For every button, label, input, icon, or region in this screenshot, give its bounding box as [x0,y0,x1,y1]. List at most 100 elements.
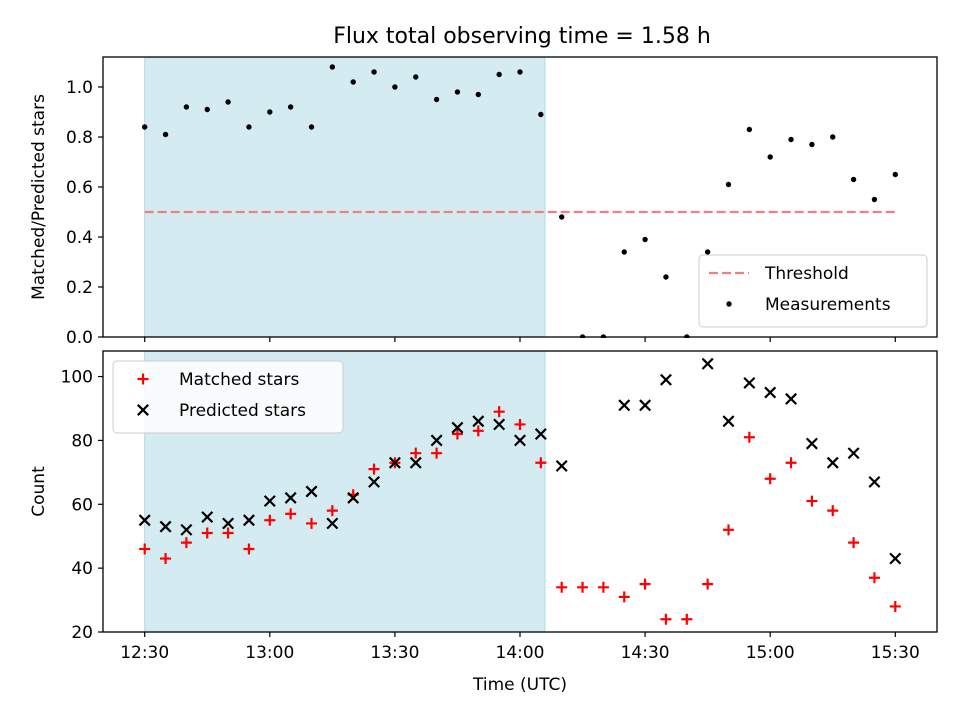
data-point [472,425,484,437]
y-tick-label: 0.6 [66,178,93,198]
data-point [368,475,381,488]
data-point [496,71,502,78]
data-point [785,457,797,469]
data-point [475,91,481,98]
data-point [410,447,422,459]
data-point [642,236,648,243]
data-point [830,134,836,140]
data-point [222,527,234,539]
data-point [326,505,338,517]
data-point [493,406,505,418]
data-point [246,124,252,130]
data-point [326,517,339,530]
data-point [162,131,169,138]
data-point [160,553,172,565]
series-matched-stars [139,406,901,625]
legend: Matched stars Predicted stars [112,360,344,434]
data-point [368,463,380,475]
x-tick-label: 13:00 [245,643,294,663]
legend-handle [726,301,732,307]
data-point [556,581,568,593]
data-point [264,514,276,526]
data-point [892,171,898,178]
data-point [618,399,631,412]
legend-label: Predicted stars [179,401,306,421]
data-point [243,543,255,555]
data-point [204,106,210,113]
data-point [431,447,443,459]
data-point [746,126,753,133]
data-point [559,214,565,220]
data-point [577,581,589,593]
data-point [308,124,315,130]
data-point [722,415,735,428]
data-point [371,69,377,75]
data-point [535,457,547,469]
data-point [826,456,839,469]
data-point [138,514,151,527]
data-point [827,505,839,517]
y-tick-label: 0.0 [66,328,93,348]
data-point [201,527,213,539]
data-point [201,511,214,524]
data-point [868,572,880,584]
x-tick-label: 15:30 [871,643,920,663]
data-point [242,514,255,527]
legend-label: Matched stars [179,370,299,390]
data-point [704,249,711,255]
data-point [454,89,461,95]
x-tick-label: 14:30 [621,643,670,663]
data-point [139,543,151,555]
data-point [267,109,273,115]
data-point [743,431,755,443]
data-point [868,475,881,488]
data-point [142,124,148,130]
data-point [639,399,652,412]
data-point [659,373,672,386]
shaded-region [144,56,546,338]
legend-label: Measurements [765,295,891,315]
data-point [183,104,190,110]
data-point [180,537,192,549]
data-point [514,434,526,447]
data-point [767,154,773,160]
data-point [347,491,360,504]
data-point [284,491,297,504]
y-tick-label: 60 [71,495,93,515]
y-axis-label: Matched/Predicted stars [29,94,49,300]
data-point [621,249,627,255]
data-point [350,79,356,85]
data-point [847,447,860,460]
data-point [639,578,651,590]
data-point [263,495,276,508]
chart-title: Flux total observing time = 1.58 h [333,24,711,49]
data-point [409,456,422,469]
y-tick-label: 100 [61,368,93,388]
data-point [413,74,419,80]
data-point [788,136,794,143]
legend-box [698,254,928,328]
y-tick-label: 0.2 [66,278,93,298]
data-point [597,581,609,593]
data-point [663,274,669,280]
y-axis-label: Count [29,466,49,517]
data-point [433,96,440,103]
data-point [517,69,523,75]
top-panel: 0.0 0.2 0.4 0.6 0.8 1.0 Matched/Predicted star… [29,56,938,348]
legend-handle [137,373,149,385]
y-tick-label: 20 [71,623,93,643]
data-point [534,428,547,441]
data-point [555,459,568,472]
data-point [702,578,714,590]
data-point [493,418,506,431]
data-point [222,517,235,530]
data-point [451,428,463,440]
data-point [701,357,714,370]
legend: Threshold Measurements [698,254,928,328]
data-point [451,421,464,434]
x-axis-label: Time (UTC) [472,675,567,695]
bottom-panel: 20 40 60 80 100 12:30 13:00 13:30 14:00 14:30 15:0… [29,350,938,695]
legend-box [112,360,344,434]
data-point [514,418,526,430]
